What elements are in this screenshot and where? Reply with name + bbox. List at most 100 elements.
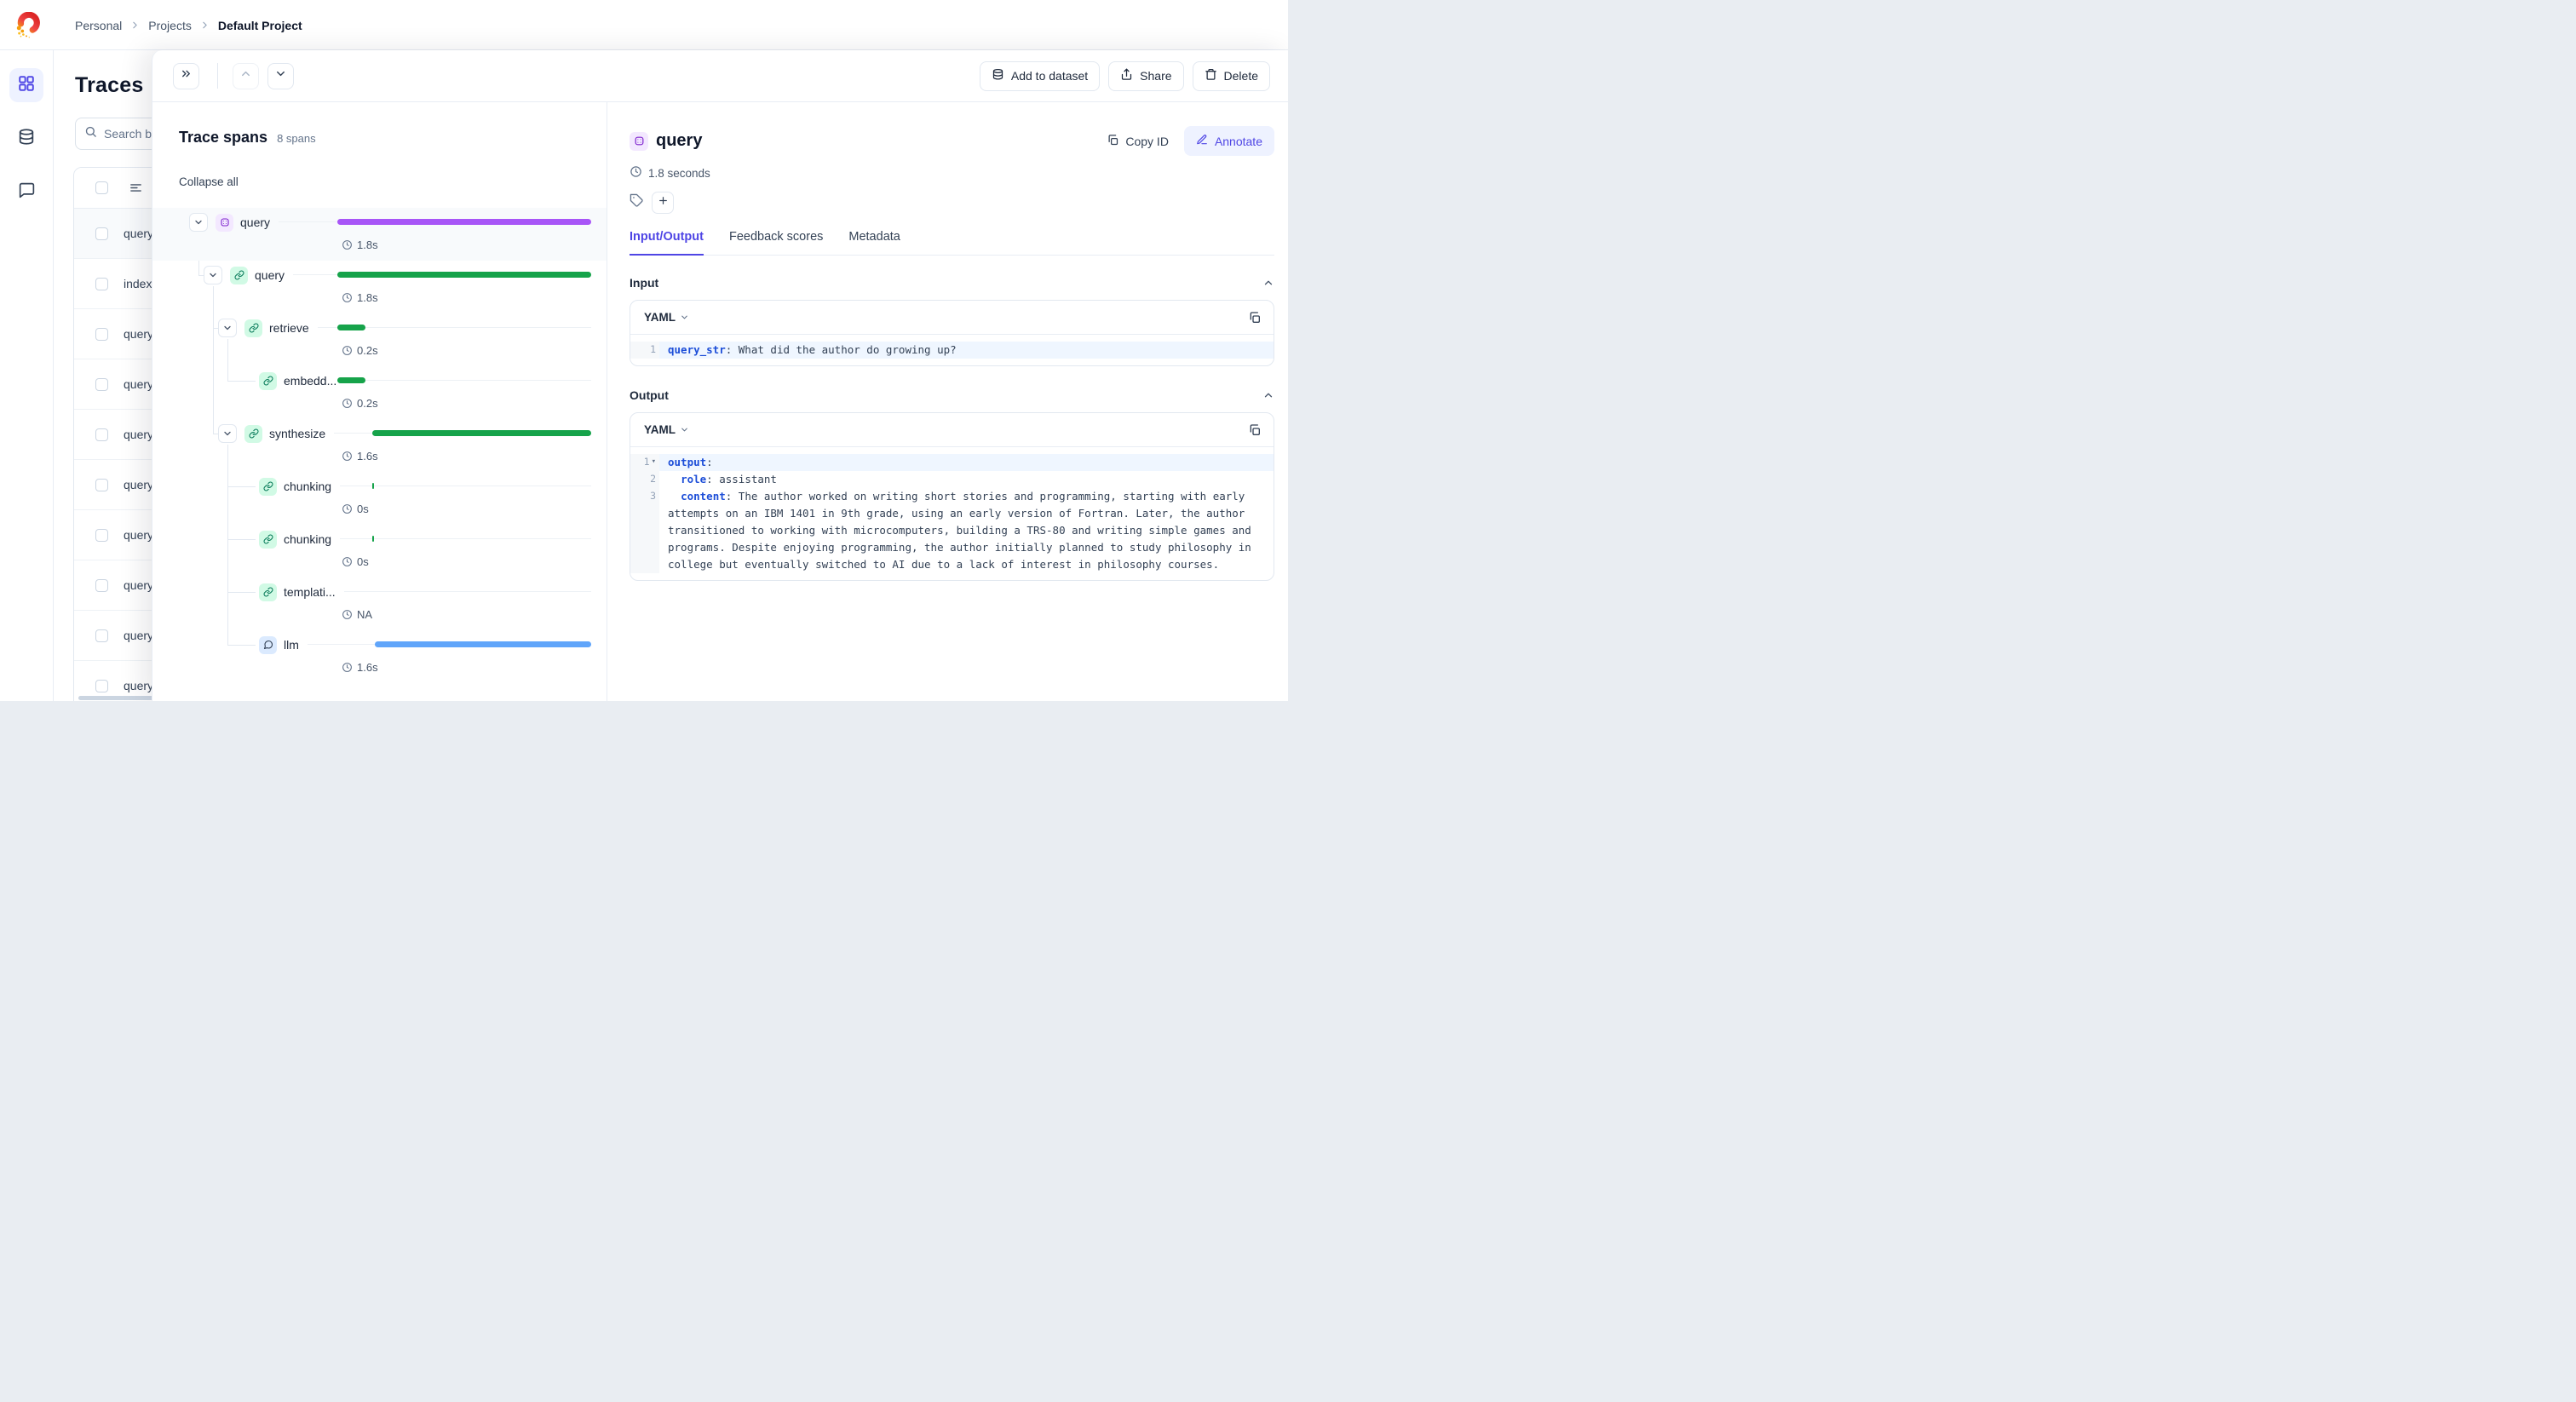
span-row-embedd[interactable]: embedd... 0.2s bbox=[152, 366, 607, 419]
link-icon bbox=[259, 583, 277, 601]
duration-bar bbox=[372, 430, 591, 436]
horizontal-scrollbar[interactable] bbox=[78, 696, 160, 700]
clock-icon bbox=[342, 239, 353, 250]
row-checkbox[interactable] bbox=[95, 679, 108, 692]
clock-icon bbox=[342, 345, 353, 356]
expand-collapse-button[interactable] bbox=[218, 424, 237, 443]
span-duration: 1.8s bbox=[342, 291, 378, 304]
breadcrumb-personal[interactable]: Personal bbox=[75, 18, 123, 32]
trace-name: query bbox=[124, 629, 154, 642]
input-section-label: Input bbox=[630, 276, 659, 290]
link-icon bbox=[259, 530, 277, 549]
add-tag-button[interactable] bbox=[652, 192, 674, 214]
clock-icon bbox=[342, 662, 353, 673]
span-row-chunking[interactable]: chunking 0s bbox=[152, 472, 607, 525]
duration-bar bbox=[372, 536, 375, 542]
input-code[interactable]: 1 query_str: What did the author do growi… bbox=[630, 335, 1274, 365]
span-duration: 1.8s bbox=[342, 238, 378, 251]
clock-icon bbox=[630, 165, 642, 181]
trace-name: index bbox=[124, 277, 152, 290]
row-checkbox[interactable] bbox=[95, 528, 108, 542]
span-row-query[interactable]: query 1.8s bbox=[152, 208, 607, 261]
span-duration: 0.2s bbox=[342, 344, 378, 357]
row-checkbox[interactable] bbox=[95, 629, 108, 642]
span-row-retrieve[interactable]: retrieve 0.2s bbox=[152, 313, 607, 366]
copy-id-label: Copy ID bbox=[1125, 134, 1169, 148]
breadcrumb-projects[interactable]: Projects bbox=[148, 18, 192, 32]
span-row-query[interactable]: query 1.8s bbox=[152, 261, 607, 313]
span-row-synthesize[interactable]: synthesize 1.6s bbox=[152, 419, 607, 472]
message-icon bbox=[259, 635, 277, 654]
expand-collapse-button[interactable] bbox=[189, 213, 208, 232]
sidebar-item-projects[interactable] bbox=[9, 68, 43, 102]
tab-input-output[interactable]: Input/Output bbox=[630, 230, 704, 256]
chevron-up-icon bbox=[239, 67, 252, 84]
trace-icon bbox=[216, 213, 233, 232]
row-checkbox[interactable] bbox=[95, 227, 108, 240]
message-icon bbox=[18, 181, 36, 204]
tag-icon bbox=[630, 193, 644, 212]
input-format-select[interactable]: YAML bbox=[644, 311, 689, 324]
search-icon bbox=[84, 125, 97, 142]
delete-button[interactable]: Delete bbox=[1192, 60, 1270, 91]
select-all-checkbox[interactable] bbox=[95, 181, 108, 194]
share-button[interactable]: Share bbox=[1108, 60, 1184, 91]
tab-feedback-scores[interactable]: Feedback scores bbox=[728, 230, 824, 244]
copy-icon bbox=[1107, 134, 1119, 149]
database-icon bbox=[17, 128, 36, 151]
code-line: 2 role: assistant bbox=[630, 471, 1274, 488]
copy-output-button[interactable] bbox=[1248, 423, 1262, 437]
clock-icon bbox=[342, 609, 353, 620]
row-checkbox[interactable] bbox=[95, 428, 108, 441]
line-number[interactable]: 1 ▾ bbox=[630, 454, 659, 471]
expand-collapse-button[interactable] bbox=[204, 266, 222, 284]
comet-logo-icon[interactable] bbox=[13, 11, 40, 39]
span-detail-panel: query Copy ID Annotate 1.8 seconds bbox=[607, 102, 1288, 701]
copy-input-button[interactable] bbox=[1248, 311, 1262, 325]
output-code[interactable]: 1 ▾ output: 2 role: assistant 3 content: The… bbox=[630, 447, 1274, 580]
span-row-llm[interactable]: llm 1.6s bbox=[152, 630, 607, 683]
span-row-templati[interactable]: templati... NA bbox=[152, 577, 607, 630]
annotate-button[interactable]: Annotate bbox=[1183, 126, 1274, 156]
add-to-dataset-label: Add to dataset bbox=[1010, 69, 1089, 83]
trace-spans-panel: Trace spans 8 spans Collapse all bbox=[152, 102, 607, 701]
tab-metadata[interactable]: Metadata bbox=[848, 230, 900, 244]
span-name: synthesize bbox=[269, 427, 326, 440]
span-duration: NA bbox=[342, 608, 372, 621]
line-number: 2 bbox=[630, 471, 659, 488]
output-code-card: YAML 1 ▾ output: 2 role: assistant 3 content… bbox=[630, 412, 1274, 581]
collapse-all-button[interactable]: Collapse all bbox=[179, 175, 239, 188]
sidebar-item-datasets[interactable] bbox=[9, 122, 43, 156]
span-name: chunking bbox=[284, 480, 332, 493]
collapse-input-icon[interactable] bbox=[1262, 277, 1274, 289]
database-icon bbox=[992, 68, 1004, 83]
row-checkbox[interactable] bbox=[95, 578, 108, 592]
link-icon bbox=[230, 266, 248, 284]
copy-id-button[interactable]: Copy ID bbox=[1107, 134, 1169, 149]
row-checkbox[interactable] bbox=[95, 377, 108, 391]
collapse-panel-button[interactable] bbox=[173, 62, 199, 89]
add-to-dataset-button[interactable]: Add to dataset bbox=[979, 60, 1101, 91]
collapse-output-icon[interactable] bbox=[1262, 389, 1274, 401]
next-trace-button[interactable] bbox=[267, 62, 294, 89]
share-label: Share bbox=[1140, 69, 1172, 83]
duration-bar bbox=[375, 641, 591, 647]
span-row-chunking[interactable]: chunking 0s bbox=[152, 525, 607, 577]
trace-detail-sheet: Add to dataset Share Delete Trace spans … bbox=[152, 50, 1288, 701]
sidebar-item-feedback[interactable] bbox=[9, 175, 43, 210]
chevron-down-icon bbox=[274, 67, 287, 84]
span-duration: 0s bbox=[342, 555, 369, 568]
annotate-label: Annotate bbox=[1214, 134, 1262, 148]
row-checkbox[interactable] bbox=[95, 277, 108, 290]
row-checkbox[interactable] bbox=[95, 478, 108, 491]
previous-trace-button[interactable] bbox=[233, 62, 259, 89]
clock-icon bbox=[342, 292, 353, 303]
span-name: embedd... bbox=[284, 374, 337, 388]
link-icon bbox=[244, 319, 262, 337]
breadcrumb-current-project[interactable]: Default Project bbox=[217, 18, 302, 32]
trace-name: query bbox=[124, 428, 154, 441]
row-checkbox[interactable] bbox=[95, 327, 108, 341]
output-format-select[interactable]: YAML bbox=[644, 423, 689, 436]
span-name: llm bbox=[284, 638, 299, 652]
expand-collapse-button[interactable] bbox=[218, 319, 237, 337]
